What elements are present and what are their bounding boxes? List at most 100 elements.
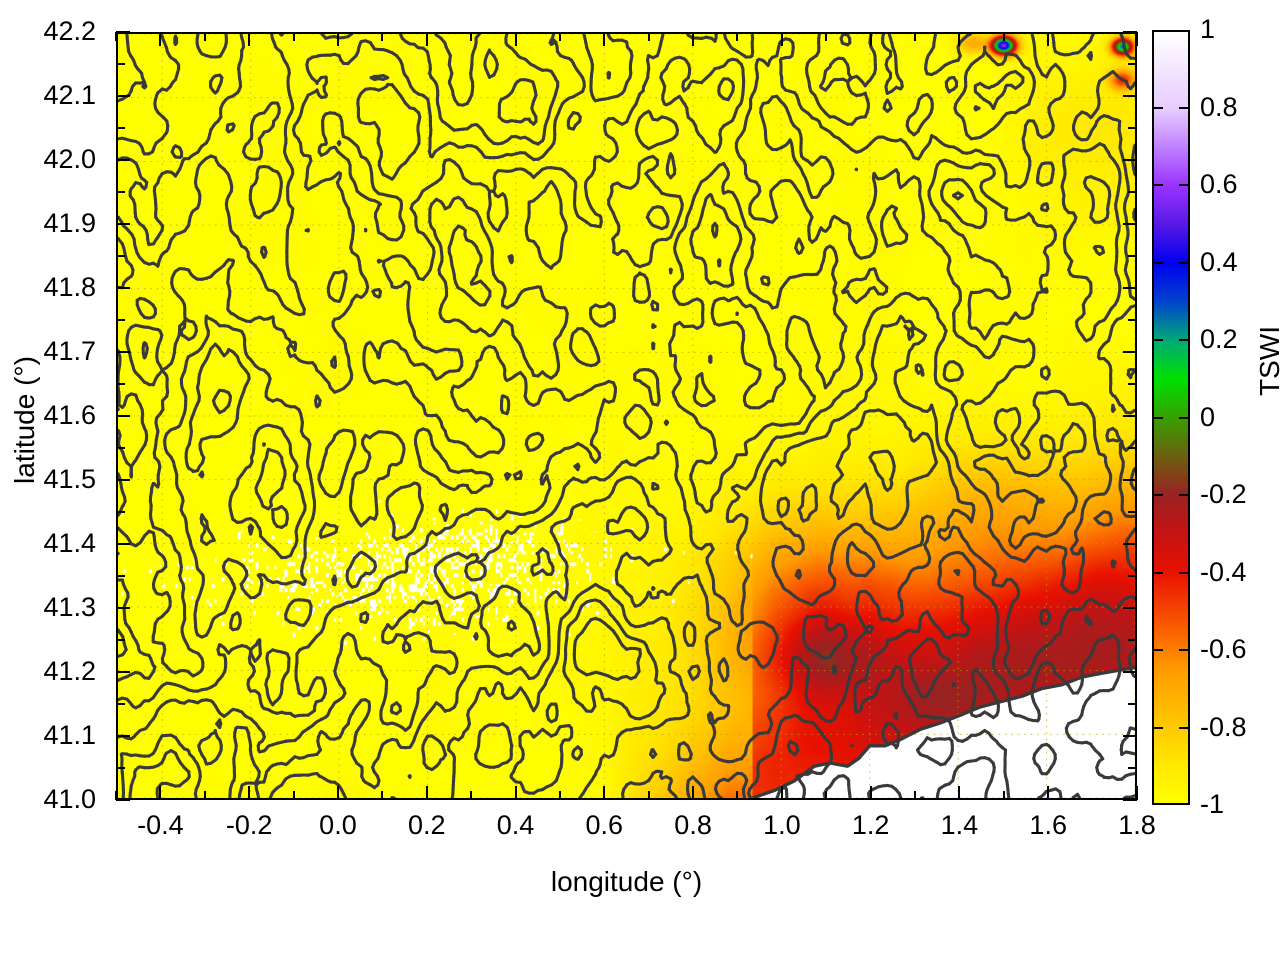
x-tick-major-top [159,32,162,46]
colorbar-tick-right [1179,726,1190,729]
colorbar-tick-label: 0.6 [1200,169,1238,199]
x-tick-major-top [603,32,606,46]
colorbar-tick-right [1179,261,1190,264]
x-tick-major-top [869,32,872,46]
x-axis-title: longitude (°) [550,866,703,897]
y-tick-label: 41.2 [43,656,96,686]
x-tick-major [1136,786,1138,800]
colorbar-tick [1152,494,1163,496]
x-tick-minor [647,791,650,800]
y-tick-minor [116,127,125,129]
y-tick-major [116,159,130,161]
y-tick-major [116,415,130,417]
y-tick-minor-right [1128,255,1137,257]
y-tick-major [116,31,130,33]
colorbar-tick-label: 0 [1200,401,1216,432]
x-tick-major-top [514,32,517,46]
x-tick-minor-top [647,32,650,41]
y-tick-major [116,223,130,225]
x-tick-label: -0.2 [225,810,273,840]
colorbar-tick-label: -0.2 [1200,479,1247,509]
x-tick-label: 0.8 [674,810,712,840]
x-tick-minor-top [470,32,473,41]
y-tick-minor-right [1128,639,1137,641]
x-tick-label: 1.2 [851,810,890,840]
y-tick-minor-right [1128,63,1137,65]
x-tick-label: 1.4 [940,810,979,840]
colorbar-tick-label: -1 [1200,789,1225,819]
y-tick-major-right [1123,287,1137,289]
y-tick-major [116,799,130,801]
y-tick-major [116,287,130,289]
colorbar-tick-right [1179,184,1190,186]
colorbar-tick-right [1179,106,1190,109]
x-tick-major-top [336,32,339,46]
y-tick-minor-right [1128,447,1137,449]
contour-lines [118,34,1135,798]
x-tick-minor [736,791,739,800]
colorbar-tick [1152,416,1163,419]
y-tick-minor [116,447,125,449]
y-tick-minor-right [1128,575,1137,577]
colorbar-tick [1152,649,1163,651]
y-tick-minor [116,191,125,193]
plot-area [116,32,1137,800]
y-tick-minor [116,255,125,257]
x-tick-label: 1.6 [1029,810,1067,840]
y-tick-major-right [1123,799,1137,801]
x-tick-minor [914,791,917,800]
x-tick-minor-top [736,32,739,41]
y-tick-label: 41.3 [43,592,96,622]
colorbar-tick [1152,726,1163,729]
x-tick-major-top [958,32,961,46]
x-tick-major [514,786,517,800]
x-tick-minor-top [381,32,384,41]
x-tick-major-top [692,32,695,46]
y-tick-major [116,543,130,545]
y-tick-minor-right [1128,319,1137,321]
y-tick-minor-right [1128,767,1137,769]
x-tick-label: 1.8 [1118,810,1156,840]
colorbar-tick-right [1179,416,1190,419]
x-tick-minor [558,791,561,800]
y-tick-major [116,671,130,673]
x-tick-major [1047,786,1050,800]
colorbar-tick-label: 0.2 [1200,324,1238,354]
x-tick-major [159,786,162,800]
colorbar-tick-right [1179,571,1190,574]
x-tick-label: 1.0 [763,810,801,840]
x-tick-major-top [780,32,783,46]
y-tick-major-right [1123,223,1137,225]
x-tick-major [869,786,872,800]
x-tick-major [425,786,428,800]
x-tick-minor [825,791,828,800]
y-tick-label: 41.0 [43,784,96,814]
y-tick-minor [116,511,125,513]
x-tick-minor [292,791,295,800]
colorbar-title: TSWI [1254,326,1280,396]
y-tick-major-right [1123,479,1137,481]
x-tick-minor [203,791,206,800]
y-tick-label: 42.0 [43,144,96,174]
x-tick-minor-top [115,32,117,41]
x-tick-major [603,786,606,800]
x-tick-minor [470,791,473,800]
colorbar-tick-label: 1 [1200,14,1216,44]
y-tick-label: 41.7 [43,336,96,366]
x-tick-label: 0.4 [496,810,535,840]
x-tick-major [780,786,783,800]
y-tick-major [116,735,130,737]
colorbar-tick [1152,184,1163,186]
y-tick-minor [116,383,125,385]
x-tick-label: -0.4 [137,810,184,840]
y-tick-major [116,607,130,609]
y-tick-minor [116,319,125,321]
y-tick-major-right [1123,31,1137,33]
y-tick-minor-right [1128,127,1137,129]
x-tick-minor-top [203,32,206,41]
y-tick-minor [116,639,125,641]
colorbar-tick-label: -0.8 [1200,711,1247,742]
y-tick-major [116,95,130,97]
y-tick-major-right [1123,95,1137,97]
